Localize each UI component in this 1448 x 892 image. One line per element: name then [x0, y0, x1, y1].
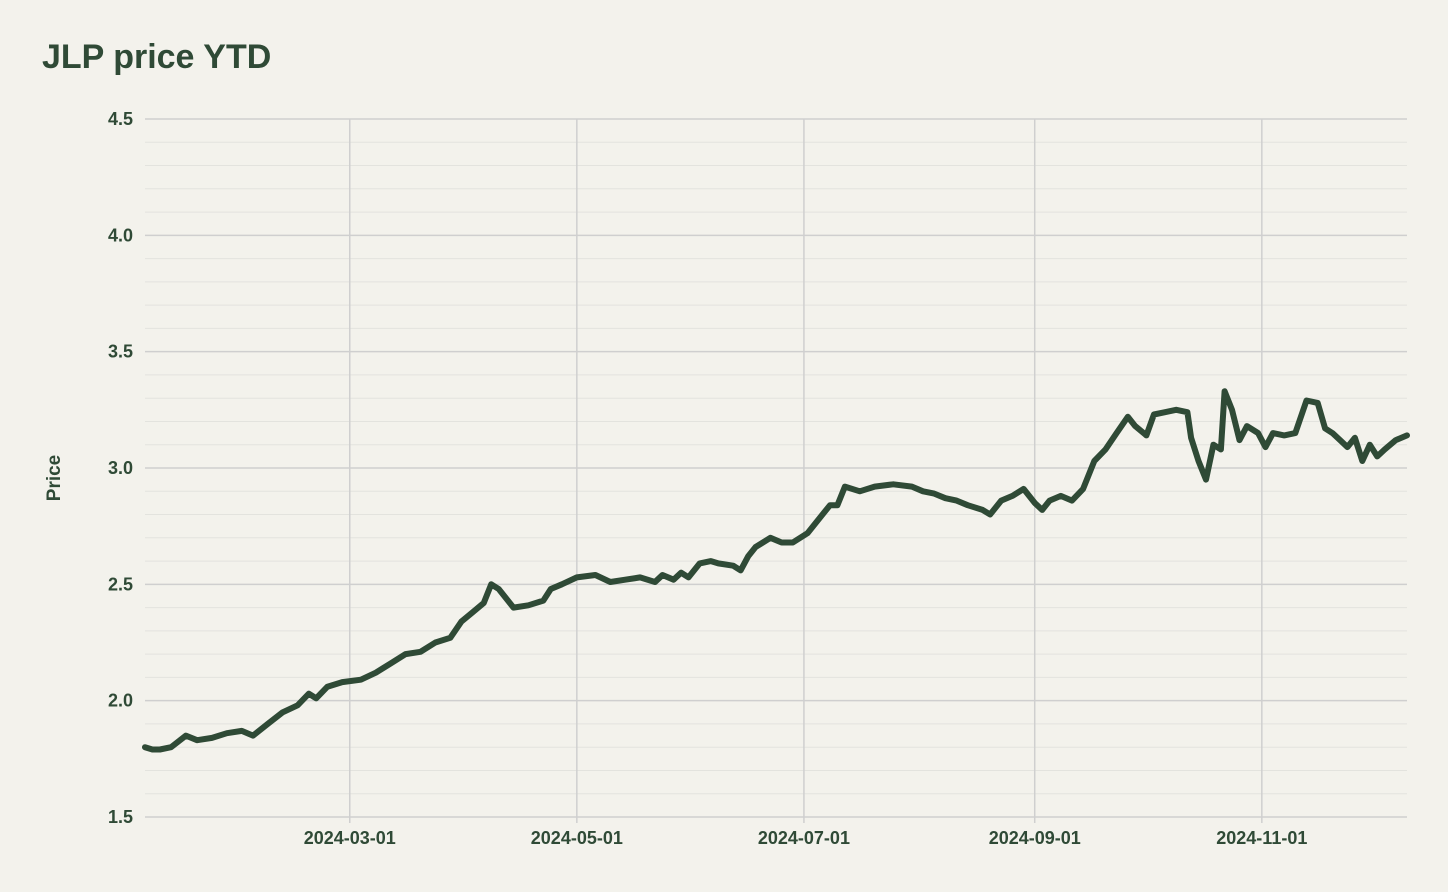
y-axis-ticks: 1.5 2.0 2.5 3.0 3.5 4.0 4.5 — [108, 109, 133, 827]
y-axis-label: Price — [44, 455, 65, 501]
y-tick-label: 3.0 — [108, 458, 133, 478]
y-tick-label: 1.5 — [108, 807, 133, 827]
y-tick-label: 4.0 — [108, 225, 133, 245]
x-tick-label: 2024-11-01 — [1216, 828, 1307, 848]
y-tick-label: 4.5 — [108, 109, 133, 129]
y-tick-label: 3.5 — [108, 342, 133, 362]
x-tick-label: 2024-07-01 — [758, 828, 850, 848]
price-series-line — [142, 388, 1410, 753]
chart-title: JLP price YTD — [42, 38, 272, 76]
y-tick-label: 2.5 — [108, 574, 133, 594]
x-tick-label: 2024-05-01 — [531, 828, 623, 848]
major-gridlines — [145, 118, 1407, 818]
x-axis-ticks: 2024-03-01 2024-05-01 2024-07-01 2024-09-01… — [304, 817, 1307, 848]
x-tick-label: 2024-03-01 — [304, 828, 396, 848]
y-tick-label: 2.0 — [108, 691, 133, 711]
x-tick-label: 2024-09-01 — [989, 828, 1081, 848]
